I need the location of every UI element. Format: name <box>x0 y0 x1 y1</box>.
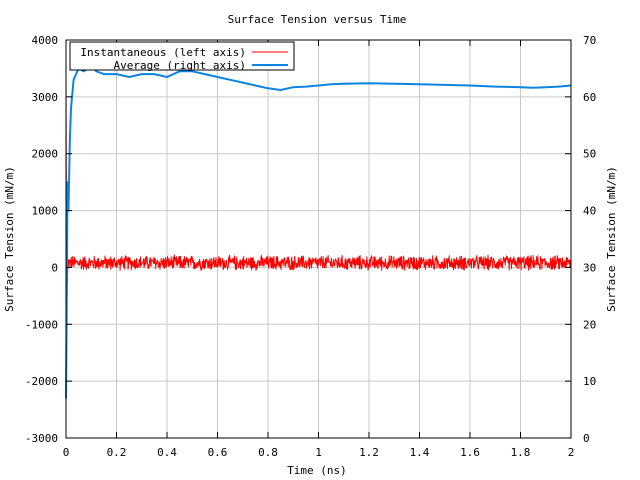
x-tick-label: 1.4 <box>410 446 430 459</box>
x-tick-label: 2 <box>568 446 575 459</box>
y-left-tick-label: 0 <box>51 261 58 274</box>
y-left-tick-label: -2000 <box>25 375 58 388</box>
y-right-tick-label: 40 <box>583 205 596 218</box>
y-right-tick-label: 50 <box>583 148 596 161</box>
y-right-tick-label: 20 <box>583 318 596 331</box>
y-axis-left-label: Surface Tension (mN/m) <box>3 166 16 312</box>
x-tick-label: 1.2 <box>359 446 379 459</box>
x-tick-label: 0.2 <box>107 446 127 459</box>
x-tick-label: 1 <box>315 446 322 459</box>
legend-label: Average (right axis) <box>114 59 246 72</box>
x-axis-label: Time (ns) <box>287 464 347 477</box>
y-left-tick-label: 4000 <box>32 34 59 47</box>
x-tick-label: 0 <box>63 446 70 459</box>
y-left-tick-label: 3000 <box>32 91 59 104</box>
x-tick-label: 0.4 <box>157 446 177 459</box>
series-line-instantaneous <box>65 79 572 399</box>
y-right-tick-label: 10 <box>583 375 596 388</box>
ticks: 0 0.2 0.4 0.6 0.8 1 1.2 1.4 1.6 1.8 2 -3000 -2000 -10… <box>25 34 596 459</box>
series-line-average <box>65 64 572 399</box>
y-right-tick-label: 30 <box>583 261 596 274</box>
y-right-tick-label: 60 <box>583 91 596 104</box>
y-right-tick-label: 0 <box>583 432 590 445</box>
x-tick-label: 1.6 <box>460 446 480 459</box>
legend-label: Instantaneous (left axis) <box>80 46 246 59</box>
y-left-tick-label: -1000 <box>25 318 58 331</box>
x-tick-label: 1.8 <box>511 446 531 459</box>
y-left-tick-label: -3000 <box>25 432 58 445</box>
y-left-tick-label: 2000 <box>32 148 59 161</box>
series-layer <box>65 64 572 399</box>
x-tick-label: 0.6 <box>208 446 228 459</box>
y-axis-right-label: Surface Tension (mN/m) <box>605 166 618 312</box>
legend: Instantaneous (left axis)Average (right … <box>69 41 295 72</box>
y-left-tick-label: 1000 <box>32 205 59 218</box>
y-right-tick-label: 70 <box>583 34 596 47</box>
grid <box>66 40 571 438</box>
x-tick-label: 0.8 <box>258 446 278 459</box>
chart-title: Surface Tension versus Time <box>228 13 407 26</box>
